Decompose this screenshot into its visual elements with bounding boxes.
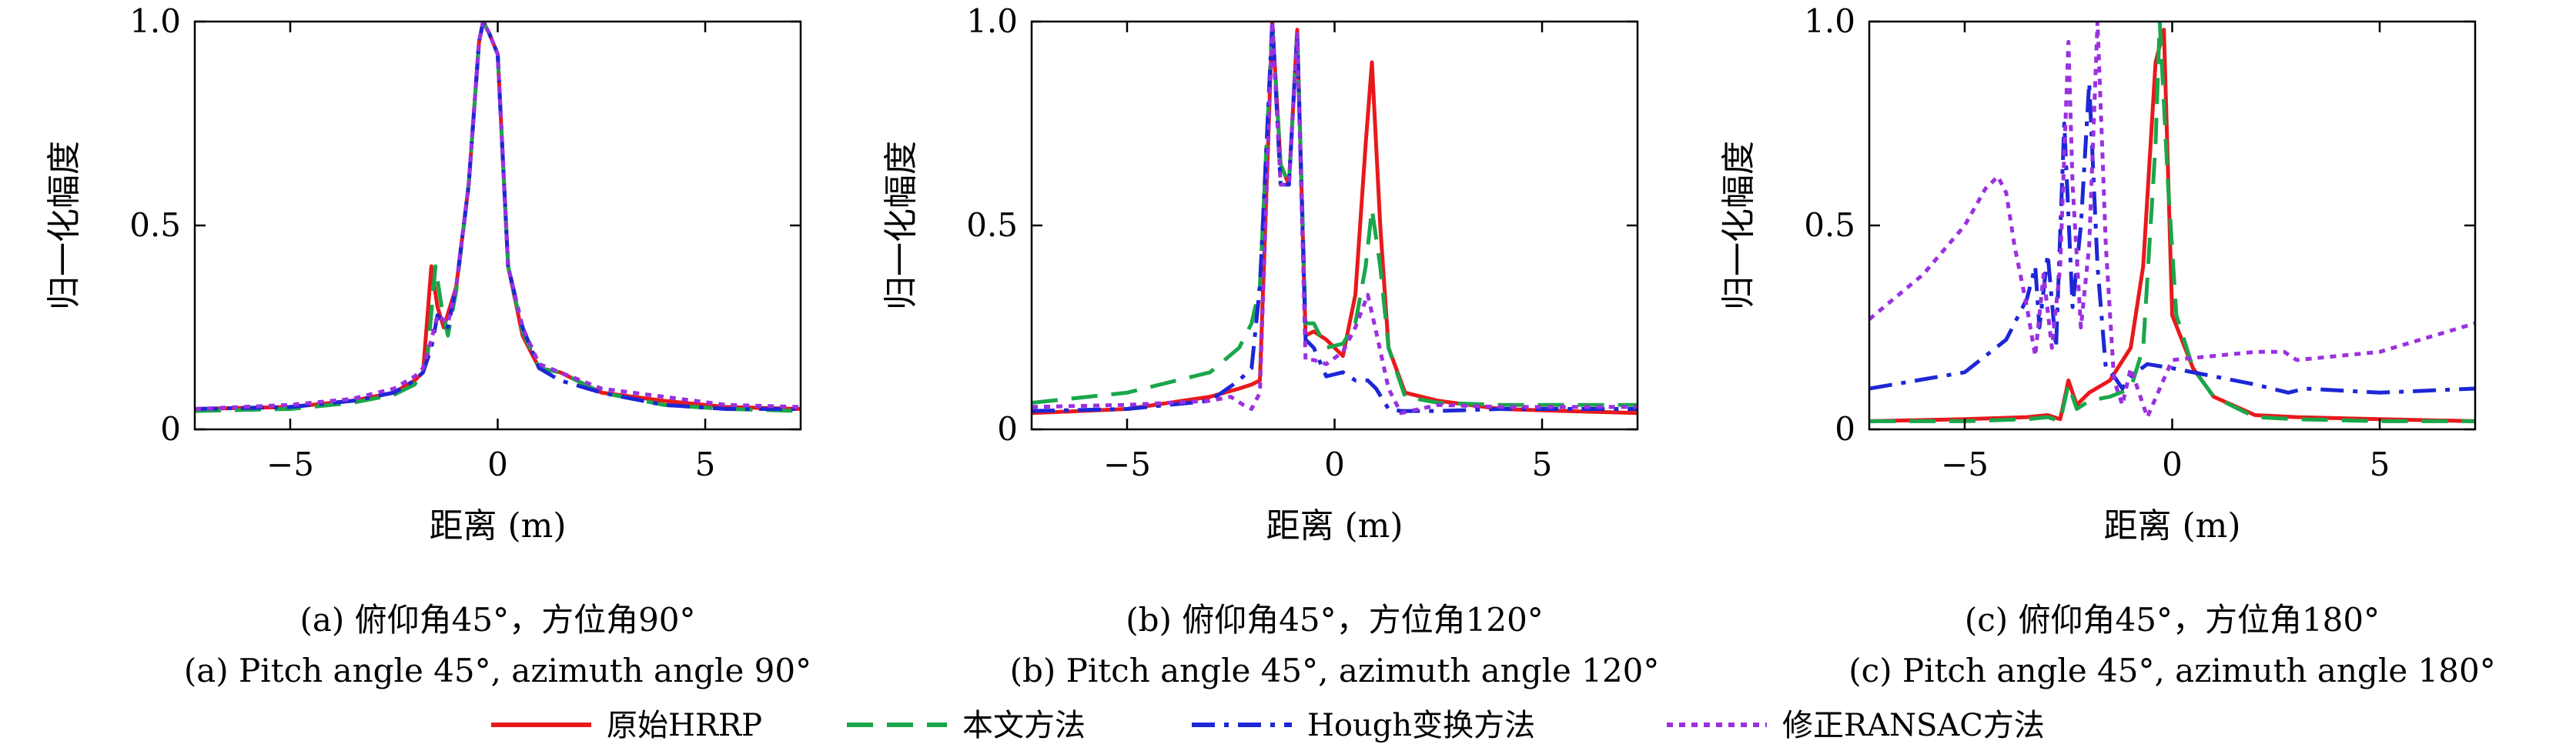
chart-panel-a: −5 0 5 0 0.5 1.0 距离 (m) 归一化幅度 (a) 俯仰角45°，方位角90° (… (45, 2, 811, 689)
legend-label-hough: Hough变换方法 (1307, 708, 1535, 743)
chart-panel-c: −5 0 5 0 0.5 1.0 距离 (m) 归一化幅度 (c) 俯仰角45°，方位角180°… (1719, 2, 2496, 689)
y-tick-label-c: 0 (1835, 410, 1855, 448)
x-axis-label-a: 距离 (m) (429, 506, 566, 546)
legend: 原始HRRP 本文方法 Hough变换方法 修正RANSAC方法 (491, 708, 2045, 743)
y-axis-label-a: 归一化幅度 (45, 141, 84, 310)
x-tick-label-a: 5 (695, 446, 716, 483)
y-tick-label-a: 0 (160, 410, 181, 448)
series-line-proposed-b (1032, 22, 1638, 407)
legend-label-ransac: 修正RANSAC方法 (1782, 708, 2045, 743)
y-tick-label-c: 1.0 (1804, 2, 1855, 40)
series-line-ransac-c (1869, 22, 2475, 419)
x-tick-label-c: −5 (1941, 446, 1989, 483)
chart-panel-b: −5 0 5 0 0.5 1.0 距离 (m) 归一化幅度 (b) 俯仰角45°，方位角120°… (882, 2, 1659, 689)
series-line-ransac-b (1032, 22, 1638, 416)
caption-cn-c: (c) 俯仰角45°，方位角180° (1965, 601, 2380, 639)
legend-item-proposed: 本文方法 (847, 708, 1086, 743)
series-group-a (195, 22, 801, 413)
x-tick-label-b: 0 (1324, 446, 1345, 483)
y-tick-label-a: 1.0 (129, 2, 181, 40)
series-line-proposed-c (1869, 22, 2475, 423)
x-axis-label-b: 距离 (m) (1266, 506, 1403, 546)
y-axis-label-c: 归一化幅度 (1719, 141, 1758, 310)
y-tick-label-c: 0.5 (1804, 206, 1855, 244)
y-tick-label-b: 0.5 (966, 206, 1018, 244)
series-line-hough-b (1032, 22, 1638, 413)
x-tick-label-b: 5 (1532, 446, 1553, 483)
caption-cn-b: (b) 俯仰角45°，方位角120° (1126, 601, 1544, 639)
legend-item-hough: Hough变换方法 (1192, 708, 1535, 743)
x-tick-label-c: 5 (2370, 446, 2390, 483)
x-axis-label-c: 距离 (m) (2103, 506, 2240, 546)
y-tick-label-b: 1.0 (966, 2, 1018, 40)
legend-item-original-hrrp: 原始HRRP (491, 708, 762, 743)
series-group-c (1869, 22, 2475, 423)
x-tick-label-a: −5 (266, 446, 314, 483)
x-tick-label-c: 0 (2162, 446, 2183, 483)
caption-cn-a: (a) 俯仰角45°，方位角90° (299, 601, 695, 639)
series-group-b (1032, 22, 1638, 416)
legend-label-proposed: 本文方法 (962, 708, 1086, 743)
series-line-ransac-a (195, 22, 801, 411)
series-line-original-hrrp-b (1032, 22, 1638, 416)
caption-en-c: (c) Pitch angle 45°, azimuth angle 180° (1848, 652, 2495, 689)
y-tick-label-b: 0 (997, 410, 1018, 448)
x-tick-label-a: 0 (487, 446, 508, 483)
x-tick-label-b: −5 (1103, 446, 1151, 483)
caption-en-a: (a) Pitch angle 45°, azimuth angle 90° (184, 652, 811, 689)
plot-frame-b (1030, 20, 1639, 431)
legend-label-original-hrrp: 原始HRRP (607, 708, 762, 743)
y-axis-label-b: 归一化幅度 (882, 141, 921, 310)
y-tick-label-a: 0.5 (129, 206, 181, 244)
legend-item-ransac: 修正RANSAC方法 (1667, 708, 2045, 743)
caption-en-b: (b) Pitch angle 45°, azimuth angle 120° (1010, 652, 1660, 689)
